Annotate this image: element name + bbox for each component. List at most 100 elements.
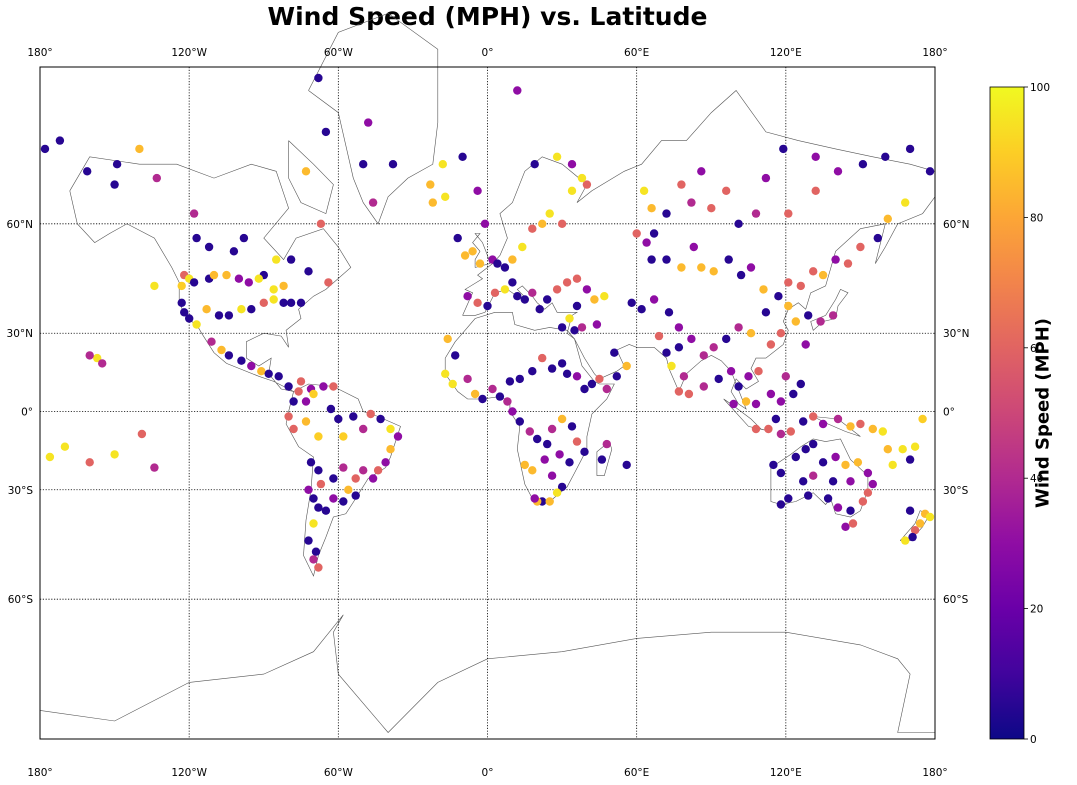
data-point [239, 233, 249, 243]
data-point [699, 351, 708, 360]
data-point [279, 281, 288, 291]
data-point [751, 424, 761, 434]
data-point [538, 219, 547, 228]
data-point [642, 238, 651, 247]
data-point [264, 369, 273, 378]
data-point [863, 488, 873, 497]
data-point [85, 351, 94, 360]
data-point [878, 427, 887, 436]
data-point [831, 452, 840, 462]
data-point [709, 343, 718, 352]
data-point [724, 255, 733, 264]
data-point [925, 167, 935, 176]
data-point [662, 255, 671, 264]
data-point [687, 334, 696, 344]
data-point [868, 479, 877, 489]
data-point [637, 305, 646, 314]
data-point [204, 242, 214, 252]
data-point [468, 247, 477, 256]
data-point [301, 417, 311, 426]
data-point [453, 233, 462, 243]
data-point [662, 209, 671, 218]
data-point [304, 267, 313, 276]
data-point [883, 445, 892, 454]
data-point [505, 377, 515, 386]
data-point [547, 424, 557, 434]
colorbar-tick-label: 80 [1030, 212, 1043, 224]
data-point [784, 209, 793, 218]
data-point [473, 186, 482, 195]
data-point [597, 455, 607, 464]
data-point [475, 259, 485, 268]
data-point [543, 295, 552, 304]
data-point [528, 367, 537, 376]
data-point [286, 298, 296, 307]
data-point [590, 295, 599, 304]
data-point [286, 255, 296, 264]
data-point [110, 450, 119, 459]
data-point [888, 460, 897, 470]
data-point [816, 317, 825, 326]
data-point [530, 160, 539, 169]
data-point [774, 292, 783, 301]
data-point [751, 209, 761, 218]
data-point [562, 278, 572, 287]
data-point [334, 414, 343, 424]
data-point [314, 466, 323, 475]
data-point [247, 305, 256, 314]
data-point [677, 263, 686, 272]
data-point [448, 379, 457, 389]
data-point [868, 424, 877, 434]
data-point [185, 314, 194, 323]
data-point [572, 437, 582, 446]
data-point [841, 460, 850, 470]
data-point [329, 382, 338, 391]
data-point [905, 144, 915, 154]
lon-tick-label: 180° [922, 767, 947, 779]
data-point [304, 485, 313, 494]
data-point [304, 536, 313, 545]
data-point [503, 397, 512, 406]
data-point [490, 288, 500, 297]
data-point [580, 384, 589, 394]
data-point [649, 295, 659, 304]
data-point [736, 270, 746, 280]
data-point [572, 372, 582, 381]
data-point [697, 167, 706, 176]
data-point [828, 311, 838, 320]
data-point [769, 460, 778, 470]
data-point [915, 519, 925, 528]
data-point [846, 477, 855, 486]
data-point [843, 259, 853, 268]
data-point [784, 301, 793, 311]
data-point [833, 503, 843, 512]
data-point [751, 399, 761, 409]
lon-tick-label: 60°W [324, 767, 354, 779]
coastline-13 [288, 140, 334, 215]
longitude-labels: 180° 180° 120°W 120°W 60°W 60°W 0° 0° 60°E 60°E 12… [27, 47, 947, 779]
data-point [602, 439, 611, 449]
data-point [818, 270, 828, 280]
data-point [729, 399, 738, 409]
data-point [93, 353, 102, 363]
data-point [533, 434, 542, 444]
data-point [789, 389, 798, 399]
data-point [393, 432, 403, 441]
data-point [766, 340, 776, 349]
data-point [766, 389, 776, 399]
data-point [761, 308, 771, 317]
data-point [674, 387, 684, 396]
data-point [520, 460, 529, 470]
data-point [137, 429, 147, 439]
data-point [311, 547, 321, 556]
data-point [222, 270, 231, 280]
data-point [351, 491, 360, 500]
data-point [150, 463, 159, 472]
data-point [582, 180, 592, 189]
data-point [804, 491, 813, 500]
data-point [192, 233, 201, 243]
data-point [853, 458, 863, 467]
data-point [520, 295, 529, 304]
data-point [547, 364, 557, 373]
data-point [237, 356, 246, 365]
